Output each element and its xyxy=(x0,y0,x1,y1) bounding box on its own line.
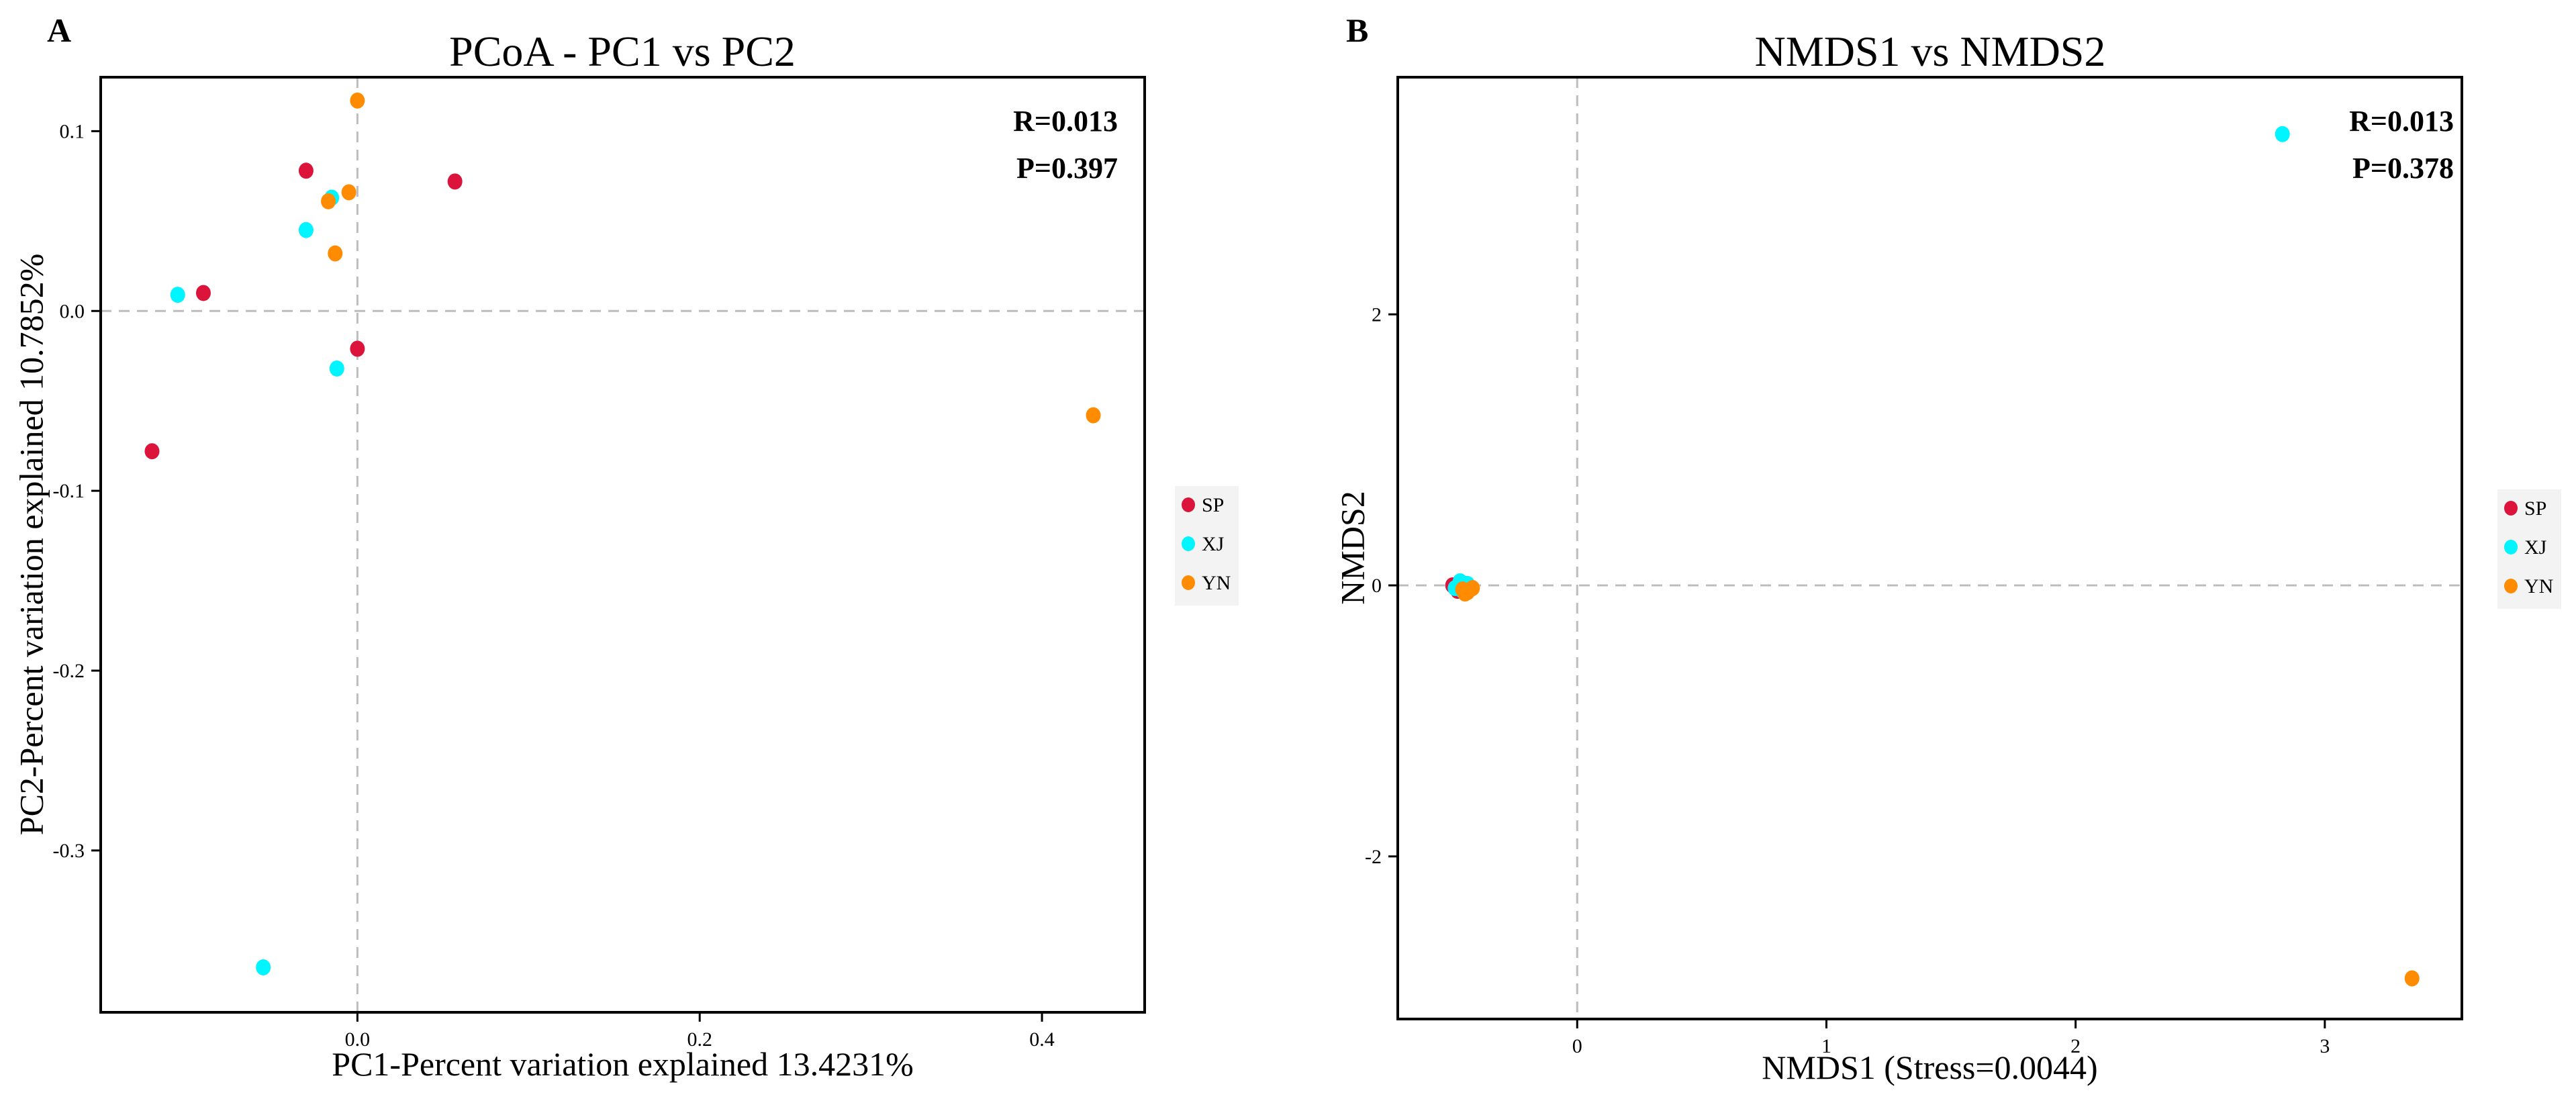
y-tick-label: 0 xyxy=(1372,575,1382,597)
y-axis-label: NMDS2 xyxy=(1333,491,1371,604)
panel-letter: A xyxy=(47,11,71,49)
data-point-sp xyxy=(298,162,314,179)
legend-label-yn: YN xyxy=(1202,572,1231,594)
chart-title: NMDS1 vs NMDS2 xyxy=(1755,28,2106,75)
r-statistic: R=0.013 xyxy=(1013,105,1118,138)
data-point-yn xyxy=(350,92,365,109)
panel-a: A PCoA - PC1 vs PC2 0.0 0.2 0.4 0.1 0.0 -0.1 -0.… xyxy=(12,11,1239,1083)
data-point-yn xyxy=(2404,970,2420,987)
legend-label-sp: SP xyxy=(2524,497,2546,520)
legend: SP XJ YN xyxy=(1175,486,1239,606)
data-point-yn xyxy=(321,193,336,209)
data-point-sp xyxy=(144,443,160,460)
x-tick-label: 0.2 xyxy=(687,1028,712,1051)
data-point-yn xyxy=(1086,407,1101,424)
data-point-xj xyxy=(2275,126,2290,142)
legend-marker-xj xyxy=(1182,536,1195,551)
data-point-yn xyxy=(328,245,343,262)
legend-label-sp: SP xyxy=(1202,494,1224,516)
y-tick-label: 0.1 xyxy=(60,120,85,142)
legend-marker-xj xyxy=(2504,540,2518,554)
x-tick-label: 2 xyxy=(2070,1035,2081,1057)
legend-marker-sp xyxy=(2504,501,2518,516)
legend-label-yn: YN xyxy=(2524,575,2553,597)
legend-label-xj: XJ xyxy=(2524,536,2547,559)
x-tick-label: 0.4 xyxy=(1029,1028,1055,1051)
x-axis-label: NMDS1 (Stress=0.0044) xyxy=(1762,1049,2097,1086)
x-axis-label: PC1-Percent variation explained 13.4231% xyxy=(332,1045,913,1083)
legend: SP XJ YN xyxy=(2497,489,2561,609)
y-tick-label: -0.2 xyxy=(53,660,85,682)
plot-frame xyxy=(1396,76,2463,1020)
panel-b: B NMDS1 vs NMDS2 0 1 2 3 2 0 -2 NMDS1 (Stress=0.0… xyxy=(1333,11,2561,1086)
y-tick-label: 2 xyxy=(1372,303,1382,326)
panel-letter: B xyxy=(1346,11,1368,49)
y-tick-label: -2 xyxy=(1365,846,1382,868)
x-tick-label: 0.0 xyxy=(345,1028,371,1051)
data-point-yn xyxy=(1458,585,1473,602)
y-tick-label: -0.1 xyxy=(53,480,85,502)
y-axis-label: PC2-Percent variation explained 10.7852% xyxy=(12,254,50,835)
p-value: P=0.378 xyxy=(2352,152,2454,185)
legend-label-xj: XJ xyxy=(1202,533,1225,555)
y-tick-label: -0.3 xyxy=(53,840,85,862)
data-point-sp xyxy=(447,173,463,190)
legend-marker-yn xyxy=(2504,579,2518,593)
data-point-xj xyxy=(298,222,314,238)
plot-frame xyxy=(99,76,1146,1014)
data-point-yn xyxy=(341,184,356,201)
data-point-sp xyxy=(350,340,365,357)
legend-marker-yn xyxy=(1182,575,1195,590)
legend-marker-sp xyxy=(1182,497,1195,512)
p-value: P=0.397 xyxy=(1016,152,1118,185)
x-tick-label: 0 xyxy=(1572,1035,1582,1057)
data-point-xj xyxy=(256,959,271,976)
x-tick-label: 1 xyxy=(1821,1035,1831,1057)
chart-title: PCoA - PC1 vs PC2 xyxy=(449,28,796,75)
data-point-xj xyxy=(170,287,185,303)
data-point-sp xyxy=(195,285,211,301)
y-tick-label: 0.0 xyxy=(60,300,85,322)
x-tick-label: 3 xyxy=(2320,1035,2330,1057)
data-point-xj xyxy=(329,360,344,377)
r-statistic: R=0.013 xyxy=(2349,105,2454,138)
